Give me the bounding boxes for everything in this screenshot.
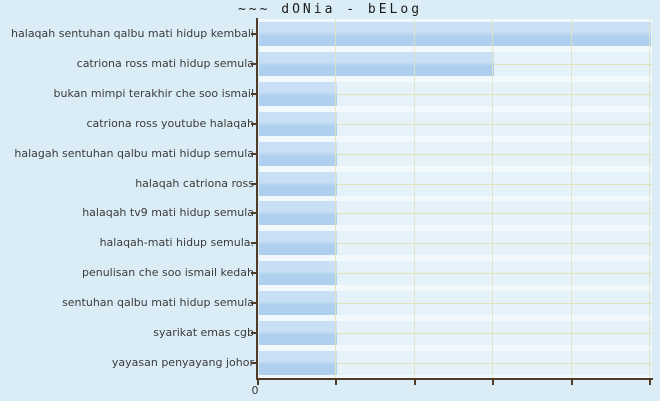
horizontal-gridline (259, 154, 652, 155)
category-label: bukan mimpi terakhir che soo ismail (53, 86, 254, 100)
y-axis-tick (251, 63, 256, 65)
horizontal-gridline (259, 303, 652, 304)
horizontal-gridline (259, 363, 652, 364)
vertical-gridline (414, 19, 415, 378)
y-axis-tick (251, 212, 256, 214)
x-axis-tick (571, 380, 573, 385)
category-labels: halaqah sentuhan qalbu mati hidup kembal… (0, 0, 254, 401)
bar (259, 141, 337, 166)
y-axis-tick (251, 332, 256, 334)
horizontal-gridline (259, 124, 652, 125)
horizontal-gridline (259, 333, 652, 334)
horizontal-gridline (259, 94, 652, 95)
bar (259, 51, 494, 76)
plot-area (259, 19, 652, 378)
category-label: syarikat emas cgb (153, 326, 254, 340)
horizontal-gridline (259, 213, 652, 214)
chart-title: ~~~ dONia - bELog (237, 2, 423, 17)
y-axis-tick (251, 123, 256, 125)
category-label: halaqah-mati hidup semula. (99, 236, 254, 250)
bar (259, 201, 337, 226)
horizontal-gridline (259, 184, 652, 185)
category-label: sentuhan qalbu mati hidup semula (62, 296, 254, 310)
category-label: yayasan penyayang johor (111, 356, 254, 370)
y-axis-line (256, 18, 258, 380)
category-label: halaqah tv9 mati hidup semula (82, 206, 254, 220)
category-label: penulisan che soo ismail kedah (81, 266, 254, 280)
bar (259, 111, 337, 136)
vertical-gridline (335, 19, 336, 378)
horizontal-gridline (259, 243, 652, 244)
bar (259, 321, 337, 346)
y-axis-tick (251, 93, 256, 95)
x-axis-tick (492, 380, 494, 385)
y-axis-tick (251, 183, 256, 185)
vertical-gridline (649, 19, 650, 378)
x-axis-tick (649, 380, 651, 385)
y-axis-tick (251, 272, 256, 274)
y-axis-tick (251, 153, 256, 155)
bar (259, 351, 337, 376)
y-axis-tick (251, 33, 256, 35)
category-label: halaqah catriona ross (135, 176, 254, 190)
category-label: halaqah sentuhan qalbu mati hidup kembal… (11, 26, 254, 40)
x-axis-tick (414, 380, 416, 385)
bar (259, 261, 337, 286)
category-label: catriona ross mati hidup semula (76, 56, 254, 70)
x-axis-tick (257, 380, 259, 385)
x-axis-line (256, 378, 653, 380)
x-axis-zero-label: 0 (251, 384, 259, 397)
bar (259, 171, 337, 196)
x-axis-tick (335, 380, 337, 385)
bar (259, 231, 337, 256)
horizontal-gridline (259, 273, 652, 274)
bar (259, 81, 337, 106)
y-axis-tick (251, 362, 256, 364)
vertical-gridline (492, 19, 493, 378)
bar (259, 21, 651, 46)
category-label: catriona ross youtube halaqah (86, 116, 254, 130)
vertical-gridline (571, 19, 572, 378)
category-label: halagah sentuhan qalbu mati hidup semula (14, 146, 254, 160)
y-axis-tick (251, 242, 256, 244)
y-axis-tick (251, 302, 256, 304)
bar (259, 291, 337, 316)
